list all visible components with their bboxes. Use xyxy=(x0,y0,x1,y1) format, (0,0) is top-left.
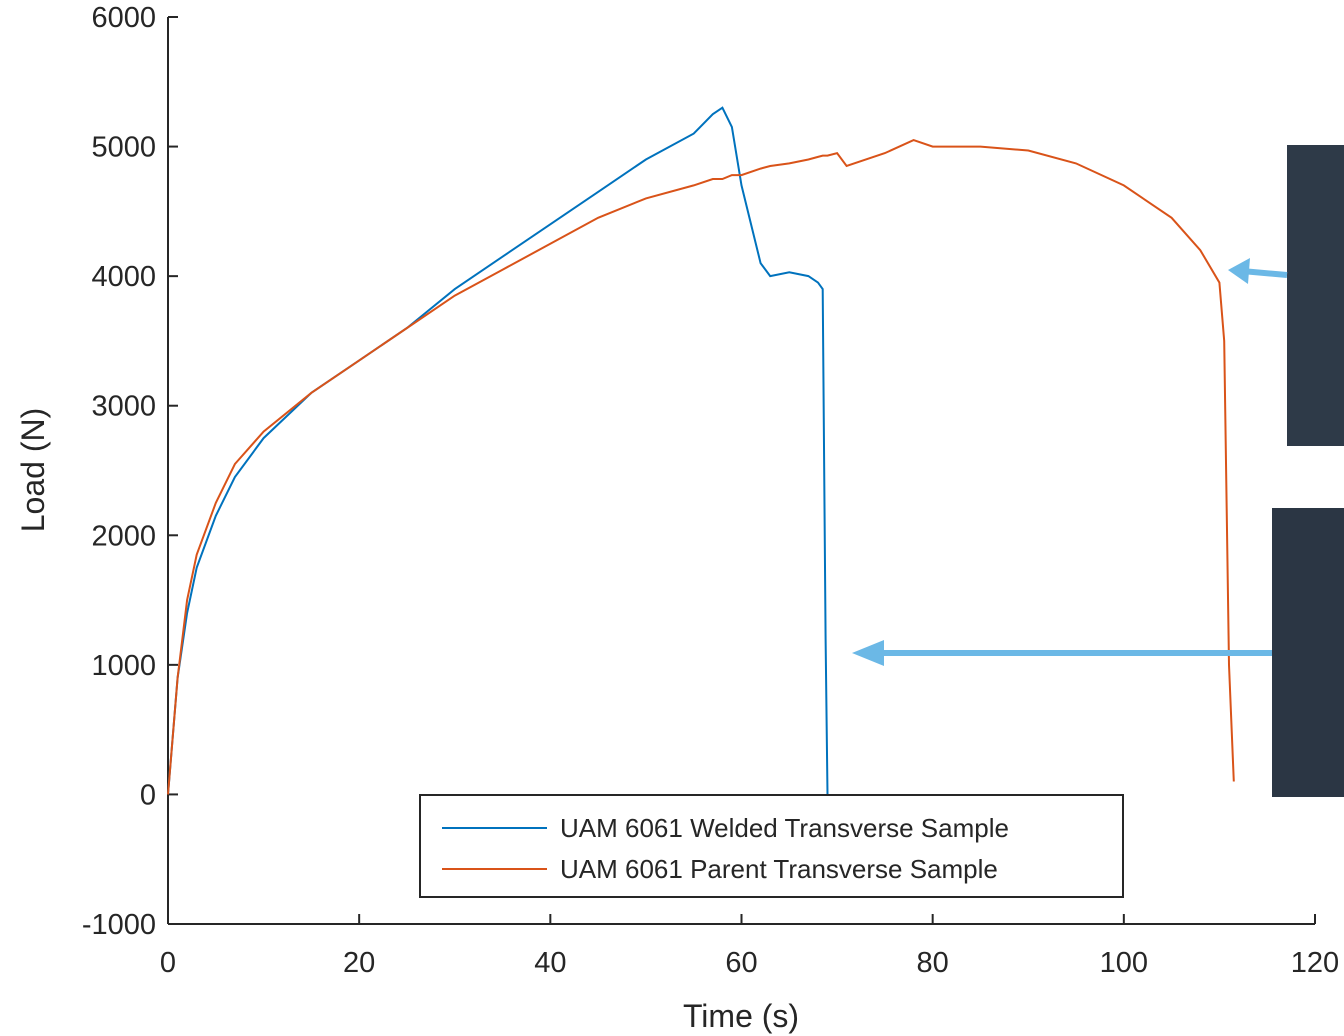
arrow-head xyxy=(1228,258,1250,284)
x-tick-label: 60 xyxy=(725,947,757,979)
x-tick-label: 20 xyxy=(343,947,375,979)
sample-photo xyxy=(1272,508,1344,797)
x-tick-label: 40 xyxy=(534,947,566,979)
y-tick-label: 3000 xyxy=(91,391,156,423)
y-tick-label: 6000 xyxy=(91,2,156,34)
x-tick-label: 80 xyxy=(917,947,949,979)
data-line xyxy=(167,139,1235,795)
x-tick-label: 100 xyxy=(1100,947,1148,979)
y-tick-label: -1000 xyxy=(82,909,156,941)
sample-photo xyxy=(1287,145,1344,446)
y-tick-label: 4000 xyxy=(91,261,156,293)
data-line xyxy=(167,106,829,795)
x-tick-label: 120 xyxy=(1291,947,1339,979)
arrow xyxy=(1241,268,1288,278)
y-tick-label: 1000 xyxy=(91,650,156,682)
y-axis-label: Load (N) xyxy=(15,408,51,533)
x-axis-label: Time (s) xyxy=(683,998,799,1034)
legend-box xyxy=(419,794,1124,898)
y-tick-label: 2000 xyxy=(91,520,156,552)
x-tick-label: 0 xyxy=(160,947,176,979)
arrow-head xyxy=(852,640,884,666)
y-tick-label: 5000 xyxy=(91,132,156,164)
legend-label: UAM 6061 Parent Transverse Sample xyxy=(560,854,998,884)
y-tick-label: 0 xyxy=(140,779,156,811)
legend-label: UAM 6061 Welded Transverse Sample xyxy=(560,813,1009,843)
